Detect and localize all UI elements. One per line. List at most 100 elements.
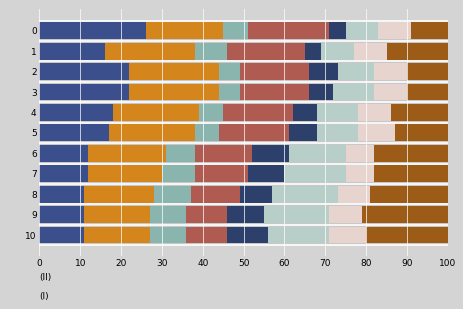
Bar [223, 22, 247, 39]
Bar [247, 165, 284, 182]
Bar [251, 145, 288, 162]
Bar [333, 84, 374, 100]
Bar [308, 84, 333, 100]
Bar [357, 125, 394, 141]
Bar [365, 226, 447, 243]
Bar [39, 43, 105, 60]
Bar [39, 63, 129, 80]
Bar [39, 186, 84, 202]
Bar [247, 22, 329, 39]
Bar [263, 206, 329, 223]
Bar [374, 84, 406, 100]
Text: (I): (I) [39, 292, 49, 301]
Bar [410, 22, 447, 39]
Bar [337, 186, 369, 202]
Bar [84, 206, 150, 223]
Bar [84, 186, 153, 202]
Bar [284, 165, 345, 182]
Bar [374, 145, 447, 162]
Bar [374, 63, 406, 80]
Bar [194, 125, 219, 141]
Bar [39, 20, 447, 41]
Bar [39, 102, 447, 123]
Bar [194, 145, 251, 162]
Bar [84, 226, 150, 243]
Bar [219, 84, 239, 100]
Bar [268, 226, 329, 243]
Bar [316, 125, 357, 141]
Bar [186, 226, 227, 243]
Bar [288, 145, 345, 162]
Bar [39, 165, 88, 182]
Bar [39, 145, 88, 162]
Bar [105, 43, 194, 60]
Bar [386, 43, 447, 60]
Bar [150, 206, 186, 223]
Bar [357, 104, 390, 121]
Bar [345, 22, 377, 39]
Bar [109, 125, 194, 141]
Bar [239, 63, 308, 80]
Bar [353, 43, 386, 60]
Bar [337, 63, 374, 80]
Bar [394, 125, 447, 141]
Bar [39, 226, 84, 243]
Bar [406, 84, 447, 100]
Bar [166, 145, 194, 162]
Bar [219, 125, 288, 141]
Bar [361, 206, 447, 223]
Bar [39, 204, 447, 225]
Bar [329, 22, 345, 39]
Bar [39, 84, 129, 100]
Bar [113, 104, 198, 121]
Bar [406, 63, 447, 80]
Bar [320, 43, 353, 60]
Bar [390, 104, 447, 121]
Bar [219, 63, 239, 80]
Bar [39, 143, 447, 163]
Bar [292, 104, 316, 121]
Text: (II): (II) [39, 273, 51, 282]
Bar [223, 104, 292, 121]
Bar [288, 125, 316, 141]
Bar [227, 226, 268, 243]
Bar [190, 186, 239, 202]
Bar [88, 165, 162, 182]
Bar [39, 184, 447, 204]
Bar [369, 186, 447, 202]
Bar [345, 145, 374, 162]
Bar [304, 43, 320, 60]
Bar [145, 22, 223, 39]
Bar [227, 206, 263, 223]
Bar [194, 43, 227, 60]
Bar [198, 104, 223, 121]
Bar [308, 63, 337, 80]
Bar [88, 145, 166, 162]
Bar [194, 165, 247, 182]
Bar [39, 206, 84, 223]
Bar [162, 165, 194, 182]
Bar [39, 104, 113, 121]
Bar [329, 226, 365, 243]
Bar [239, 186, 272, 202]
Bar [39, 61, 447, 82]
Bar [39, 22, 145, 39]
Bar [39, 82, 447, 102]
Bar [39, 41, 447, 61]
Bar [150, 226, 186, 243]
Bar [39, 225, 447, 245]
Bar [129, 63, 219, 80]
Bar [227, 43, 304, 60]
Bar [377, 22, 410, 39]
Bar [186, 206, 227, 223]
Bar [39, 125, 109, 141]
Bar [153, 186, 190, 202]
Bar [316, 104, 357, 121]
Bar [329, 206, 361, 223]
Bar [39, 123, 447, 143]
Bar [374, 165, 447, 182]
Bar [345, 165, 374, 182]
Bar [129, 84, 219, 100]
Bar [239, 84, 308, 100]
Bar [39, 163, 447, 184]
